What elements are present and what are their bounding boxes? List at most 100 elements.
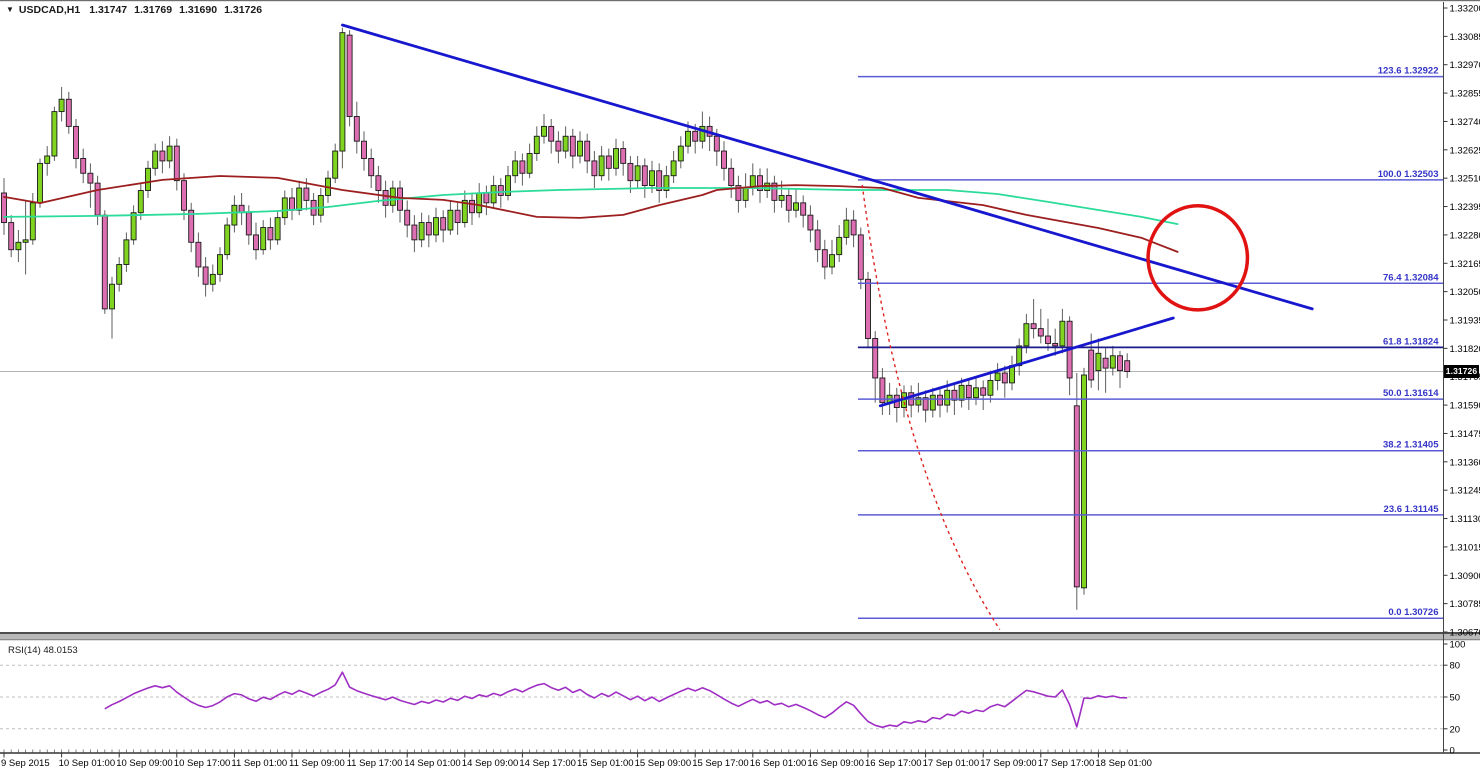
candle-body bbox=[267, 227, 274, 241]
candle-body bbox=[447, 209, 454, 231]
candle bbox=[1124, 353, 1131, 378]
candle bbox=[361, 131, 367, 171]
candle-body bbox=[8, 222, 15, 251]
candle bbox=[793, 188, 799, 218]
rsi-tick-label: 50 bbox=[1450, 693, 1461, 704]
candle-body bbox=[944, 389, 951, 406]
candle-body bbox=[425, 222, 432, 236]
candle bbox=[519, 153, 526, 186]
candle bbox=[8, 215, 15, 258]
candle bbox=[670, 151, 677, 184]
candle-body bbox=[173, 145, 180, 182]
candle-body bbox=[634, 165, 641, 182]
candle bbox=[339, 27, 346, 169]
candle bbox=[231, 195, 238, 233]
time-label: 17 Sep 09:00 bbox=[980, 758, 1037, 769]
candle bbox=[404, 200, 411, 238]
candle-body bbox=[1095, 352, 1102, 372]
candle bbox=[173, 138, 180, 191]
candle bbox=[1037, 308, 1044, 344]
candle-body bbox=[656, 170, 663, 191]
candle-body bbox=[188, 209, 195, 243]
candle-body bbox=[519, 160, 526, 174]
candle bbox=[749, 163, 756, 196]
candle bbox=[627, 155, 634, 193]
panel-separator-bar[interactable] bbox=[0, 634, 1480, 640]
highlight-circle[interactable] bbox=[1146, 204, 1250, 312]
candle-body bbox=[548, 125, 555, 142]
candle-body bbox=[289, 197, 295, 211]
candle bbox=[656, 163, 663, 203]
candle bbox=[289, 188, 295, 221]
candle-body bbox=[1088, 349, 1095, 381]
candle bbox=[483, 185, 490, 216]
price-tick-label: 1.32395 bbox=[1450, 202, 1480, 213]
candle bbox=[857, 227, 864, 290]
candle-body bbox=[253, 234, 259, 251]
candle bbox=[188, 202, 195, 253]
candle bbox=[922, 390, 929, 423]
candle bbox=[497, 178, 504, 208]
candle-body bbox=[505, 175, 511, 196]
time-label: 10 Sep 17:00 bbox=[174, 758, 231, 769]
time-label: 16 Sep 09:00 bbox=[807, 758, 864, 769]
price-tick-label: 1.32165 bbox=[1450, 259, 1480, 270]
quote-header: ▼ USDCAD,H1 1.31747 1.31769 1.31690 1.31726 bbox=[6, 4, 269, 16]
candle-body bbox=[735, 185, 742, 201]
ma-slow-darkred-line bbox=[3, 175, 1179, 253]
candle bbox=[663, 165, 670, 198]
candle bbox=[641, 158, 648, 198]
fibonacci-retracement[interactable]: 123.6 1.32922 100.0 1.32503 76.4 1.32084 61… bbox=[857, 66, 1444, 619]
candle bbox=[577, 131, 583, 164]
candle-body bbox=[22, 239, 29, 243]
candle-body bbox=[627, 162, 634, 182]
candle-body bbox=[1109, 355, 1116, 369]
candle bbox=[771, 175, 778, 213]
candle bbox=[145, 160, 151, 198]
candle-body bbox=[296, 187, 303, 211]
candle-body bbox=[87, 172, 94, 184]
candle-body bbox=[274, 217, 281, 241]
candle bbox=[620, 141, 627, 176]
candle-body bbox=[303, 187, 310, 201]
candle-body bbox=[821, 249, 828, 268]
annotations-group[interactable] bbox=[861, 184, 1250, 630]
candle bbox=[1009, 355, 1015, 391]
candle bbox=[476, 183, 483, 218]
rsi-tick-label: 20 bbox=[1450, 724, 1461, 735]
symbol-dropdown-icon[interactable]: ▼ bbox=[6, 5, 14, 14]
candle-body bbox=[490, 185, 497, 204]
candle-body bbox=[865, 278, 871, 339]
ascending-trendline[interactable] bbox=[878, 316, 1175, 408]
candle bbox=[137, 183, 144, 221]
candle-body bbox=[404, 209, 411, 226]
price-tick-label: 1.33085 bbox=[1450, 32, 1480, 43]
rsi-tick-label: 100 bbox=[1450, 640, 1466, 651]
rsi-indicator bbox=[0, 664, 1444, 730]
candle-body bbox=[569, 135, 576, 157]
price-tick-label: 1.32625 bbox=[1450, 145, 1480, 156]
candle bbox=[634, 155, 641, 189]
candle bbox=[166, 136, 173, 169]
candle bbox=[267, 217, 274, 250]
candle bbox=[332, 143, 339, 184]
candle bbox=[418, 212, 425, 248]
price-tick-label: 1.31245 bbox=[1450, 486, 1480, 497]
candle-body bbox=[483, 192, 490, 204]
candle-body bbox=[692, 130, 699, 142]
candle-body bbox=[800, 202, 807, 216]
candle-body bbox=[454, 209, 461, 224]
candle-body bbox=[879, 377, 886, 404]
descending-trendline[interactable] bbox=[340, 23, 1314, 311]
candle bbox=[368, 148, 375, 189]
candle bbox=[605, 148, 612, 181]
projection-dashed-line[interactable] bbox=[861, 184, 1001, 630]
candle-body bbox=[116, 264, 123, 285]
candle bbox=[598, 146, 605, 181]
candle bbox=[980, 380, 987, 411]
candle bbox=[15, 229, 22, 263]
candle-body bbox=[793, 202, 799, 211]
candle-body bbox=[440, 217, 447, 231]
trendlines-group[interactable] bbox=[340, 23, 1314, 408]
